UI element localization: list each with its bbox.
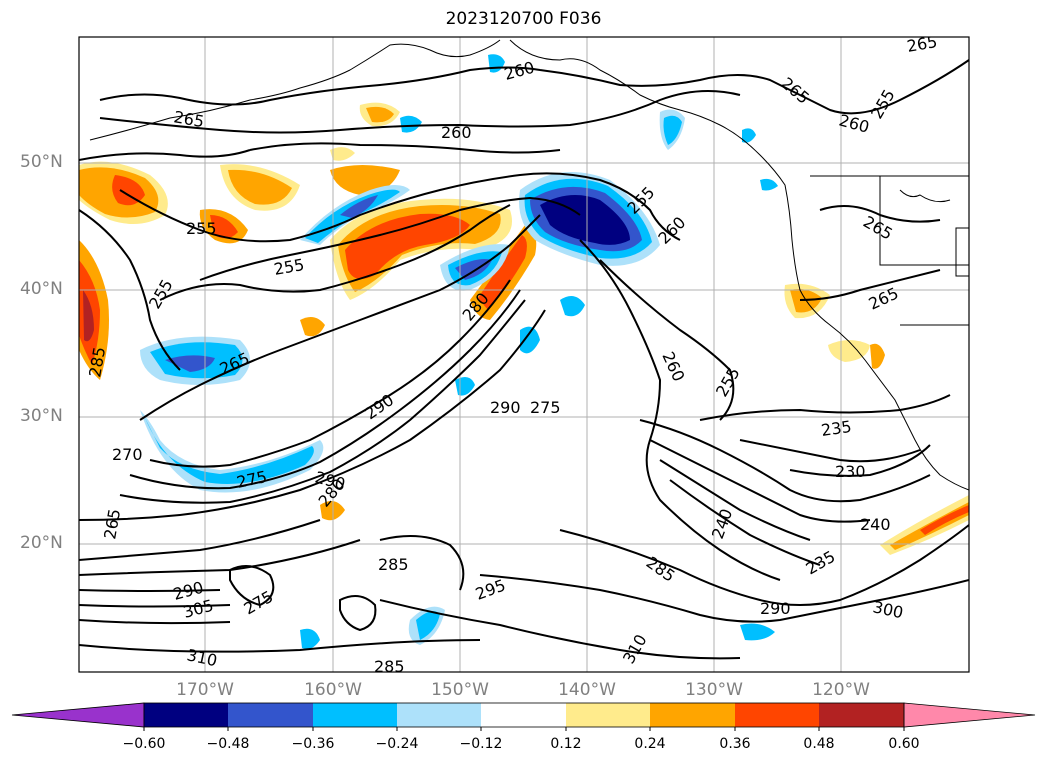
height-contours (79, 59, 969, 660)
lon-label-160w: 160°W (304, 680, 362, 700)
contour-label: 285 (378, 555, 409, 574)
lon-label-150w: 150°W (431, 680, 489, 700)
colorbar-tick-label: 0.24 (634, 736, 666, 752)
lon-label-130w: 130°W (685, 680, 743, 700)
colorbar-segment (650, 703, 735, 727)
colorbar-segment (566, 703, 650, 727)
contour-label: 230 (835, 462, 866, 481)
map-frame (78, 36, 970, 673)
colorbar-tick-label: −0.48 (206, 736, 250, 752)
colorbar-tick-label: 0.12 (550, 736, 582, 752)
colorbar-tick-label: 0.36 (719, 736, 751, 752)
contour-label: 255 (186, 219, 217, 238)
colorbar (11, 702, 1036, 731)
colorbar-segment (144, 703, 228, 727)
contour-label: 235 (820, 417, 853, 440)
contour-label: 290 (760, 599, 791, 618)
colorbar-segment (313, 703, 397, 727)
colorbar-tick-label: −0.24 (375, 736, 419, 752)
colorbar-segment (481, 703, 566, 727)
lat-label-50n: 50°N (20, 152, 63, 172)
lat-label-20n: 20°N (20, 533, 63, 553)
colorbar-extend-high (903, 702, 1036, 728)
contour-label: 285 (374, 657, 405, 676)
colorbar-segment (819, 703, 904, 727)
contour-label: 265 (905, 32, 938, 56)
colorbar-extend-low (11, 702, 145, 728)
lon-label-140w: 140°W (558, 680, 616, 700)
lat-label-40n: 40°N (20, 279, 63, 299)
colorbar-tick-label: −0.12 (459, 736, 503, 752)
colorbar-segment (397, 703, 481, 727)
colorbar-segment (228, 703, 313, 727)
colorbar-tick-label: −0.60 (122, 736, 166, 752)
contour-label: 240 (860, 515, 891, 534)
contour-label: 260 (441, 123, 472, 142)
colorbar-tick-label: −0.36 (291, 736, 335, 752)
map-area: 260 265 260 265 265 260 255 255 260 255 … (79, 32, 969, 676)
contour-label: 275 (530, 398, 561, 417)
contour-label: 270 (112, 445, 143, 464)
lon-label-170w: 170°W (176, 680, 234, 700)
contour-label: 290 (490, 398, 521, 417)
lon-label-120w: 120°W (812, 680, 870, 700)
colorbar-tick-label: 0.60 (888, 736, 920, 752)
lat-label-30n: 30°N (20, 406, 63, 426)
coastlines (89, 39, 969, 491)
colorbar-segment (735, 703, 819, 727)
colorbar-tick-label: 0.48 (803, 736, 835, 752)
map-title: 2023120700 F036 (445, 9, 602, 29)
